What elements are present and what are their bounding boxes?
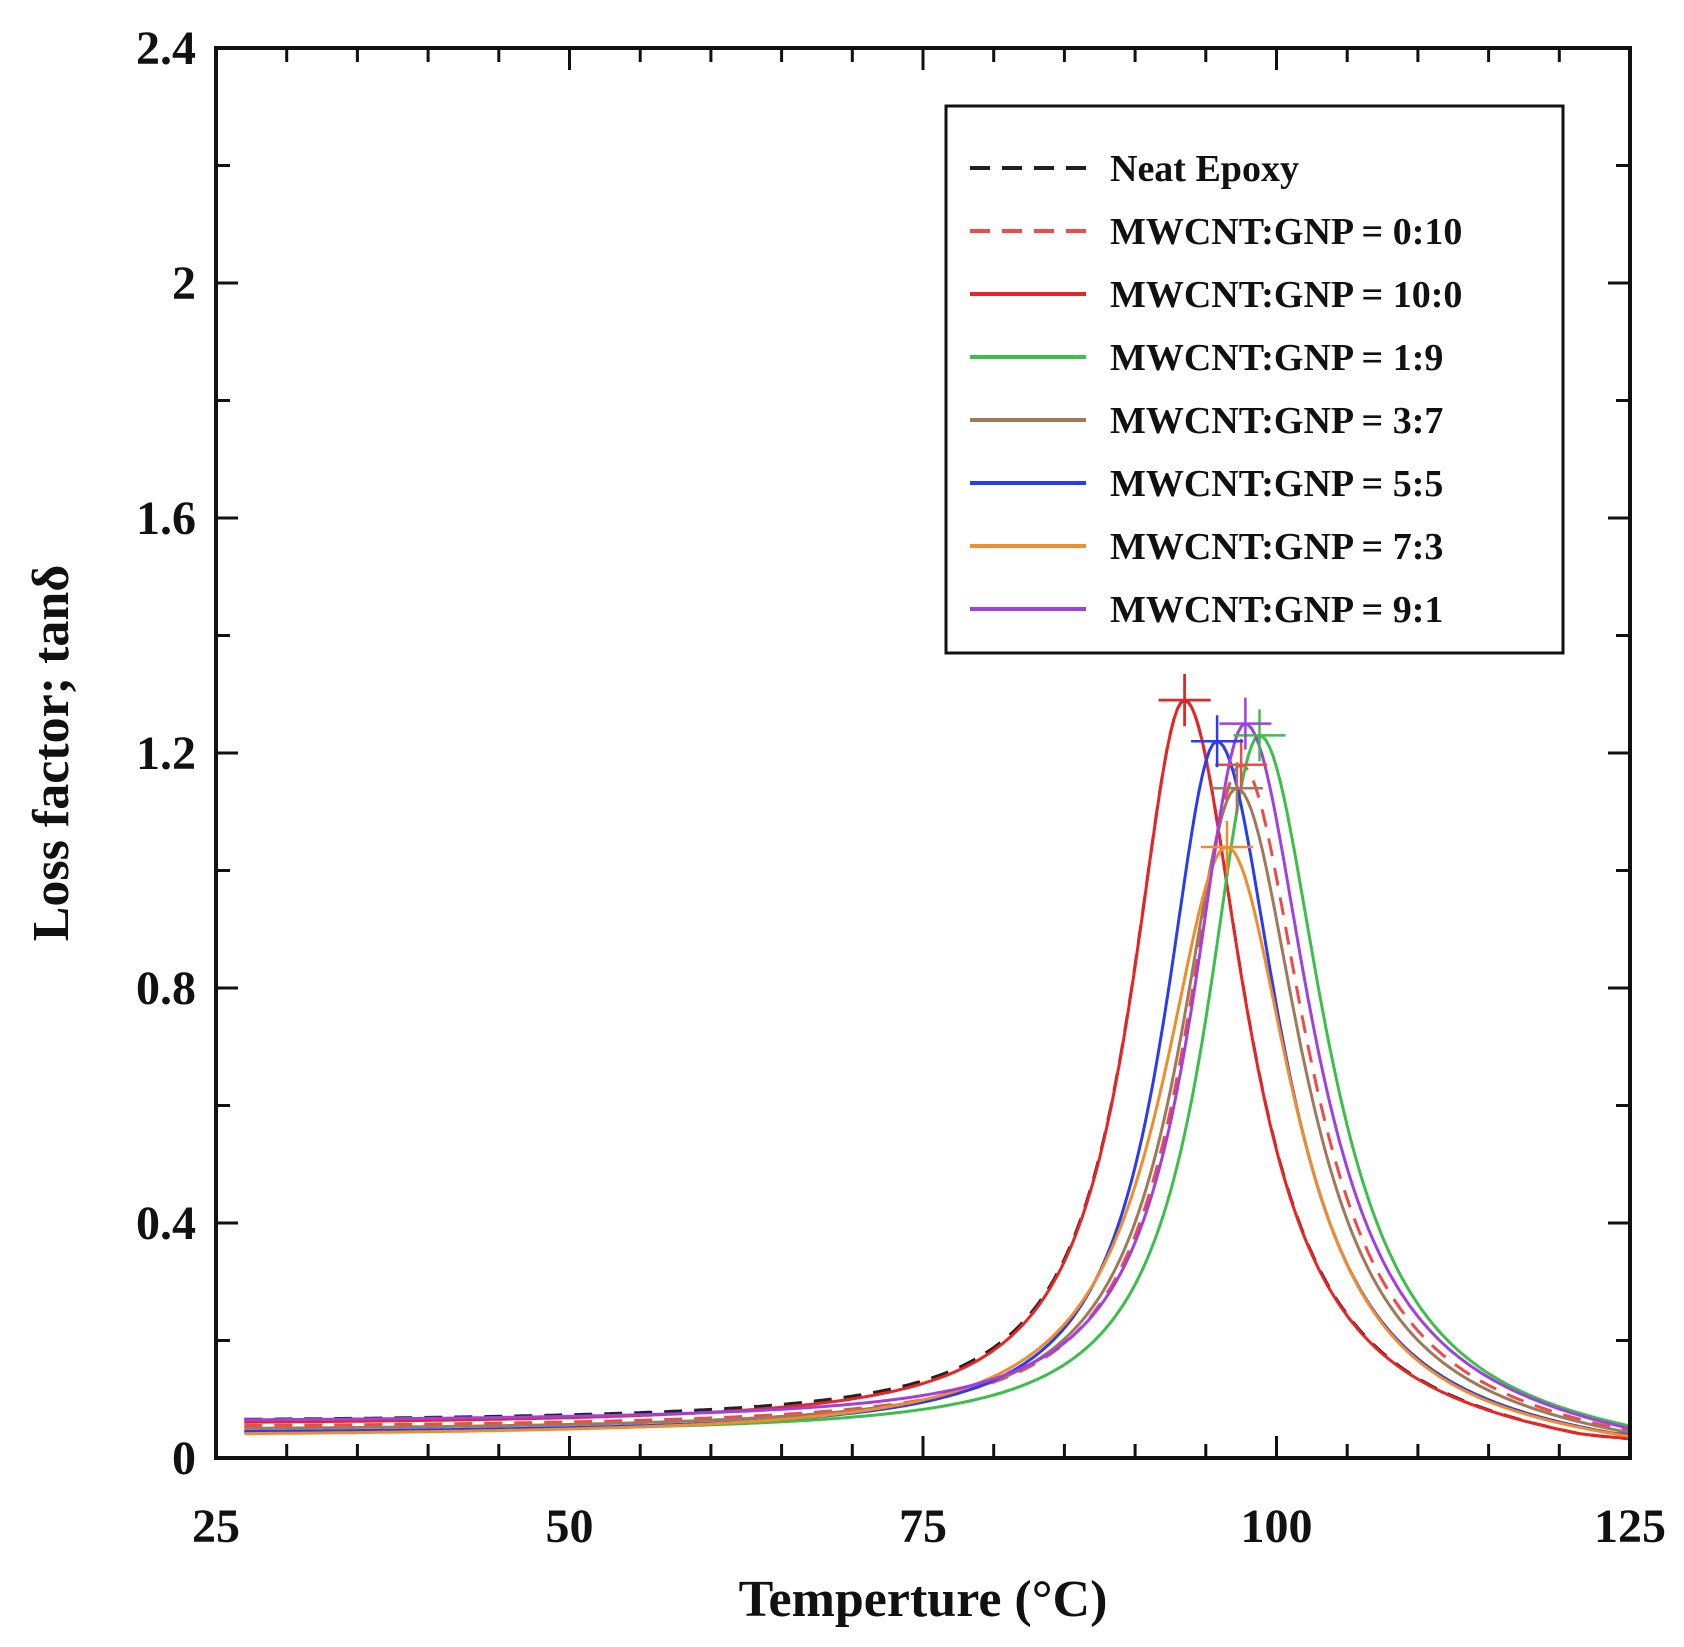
tick-layer — [214, 46, 1632, 1460]
peak-marker-layer — [1158, 674, 1286, 873]
legend-label: Neat Epoxy — [1110, 148, 1299, 190]
legend-label: MWCNT:GNP = 1:9 — [1110, 337, 1443, 379]
y-tick-label: 1.2 — [136, 727, 196, 780]
y-tick-label: 1.6 — [136, 492, 196, 545]
legend-label: MWCNT:GNP = 0:10 — [1110, 211, 1462, 253]
series-line — [244, 845, 1631, 1438]
y-tick-label: 0.8 — [136, 962, 196, 1015]
legend-label: MWCNT:GNP = 9:1 — [1110, 589, 1443, 631]
legend-box — [944, 104, 1565, 655]
series-line — [244, 698, 1631, 1441]
x-tick-label: 75 — [899, 1500, 947, 1553]
series-layer — [244, 698, 1631, 1441]
y-axis-title: Loss factor; tanδ — [23, 565, 80, 942]
series-line — [244, 722, 1631, 1431]
x-tick-label: 100 — [1241, 1500, 1313, 1553]
y-tick-label: 2.4 — [136, 22, 196, 75]
legend-items: Neat Epoxy MWCNT:GNP = 0:10 MWCNT:GNP = 10… — [970, 148, 1462, 631]
y-tick-label: 0 — [172, 1432, 196, 1485]
legend-label: MWCNT:GNP = 7:3 — [1110, 526, 1443, 568]
x-tick-label: 125 — [1594, 1500, 1666, 1553]
legend: Neat Epoxy MWCNT:GNP = 0:10 MWCNT:GNP = 10… — [944, 104, 1565, 655]
y-tick-label: 0.4 — [136, 1197, 196, 1250]
y-tick-label: 2 — [172, 257, 196, 310]
x-tick-label: 50 — [546, 1500, 594, 1553]
x-tick-label: 25 — [192, 1500, 240, 1553]
legend-label: MWCNT:GNP = 5:5 — [1110, 463, 1443, 505]
legend-label: MWCNT:GNP = 10:0 — [1110, 274, 1462, 316]
tick-label-layer: 25 50 75 100 125 0 0.4 0.8 1.2 1.6 2 2.4 — [136, 22, 1666, 1553]
x-axis-title: Temperture (°C) — [739, 1571, 1108, 1628]
legend-label: MWCNT:GNP = 3:7 — [1110, 400, 1443, 442]
